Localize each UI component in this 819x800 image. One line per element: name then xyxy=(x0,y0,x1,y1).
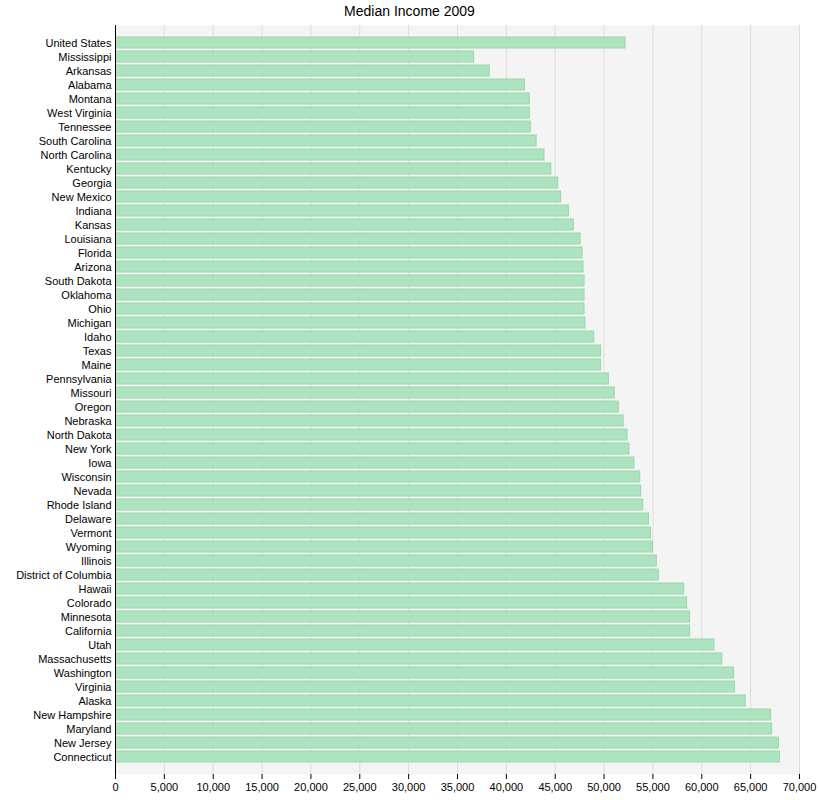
svg-text:45,000: 45,000 xyxy=(538,781,572,793)
svg-text:New Jersey: New Jersey xyxy=(54,737,112,749)
svg-text:Arkansas: Arkansas xyxy=(66,65,112,77)
svg-text:Texas: Texas xyxy=(83,345,112,357)
svg-text:Iowa: Iowa xyxy=(88,457,112,469)
svg-text:Montana: Montana xyxy=(69,93,113,105)
svg-text:West Virginia: West Virginia xyxy=(47,107,112,119)
svg-text:Pennsylvania: Pennsylvania xyxy=(46,373,112,385)
svg-text:Maryland: Maryland xyxy=(66,723,111,735)
svg-text:District of Columbia: District of Columbia xyxy=(16,569,112,581)
svg-text:North Carolina: North Carolina xyxy=(41,149,113,161)
svg-text:Kentucky: Kentucky xyxy=(66,163,112,175)
svg-text:Delaware: Delaware xyxy=(65,513,111,525)
svg-text:Maine: Maine xyxy=(82,359,112,371)
svg-text:40,000: 40,000 xyxy=(490,781,524,793)
svg-text:Missouri: Missouri xyxy=(71,387,112,399)
svg-text:Alaska: Alaska xyxy=(78,695,112,707)
svg-text:60,000: 60,000 xyxy=(685,781,719,793)
svg-text:Minnesota: Minnesota xyxy=(61,611,113,623)
svg-text:Connecticut: Connecticut xyxy=(53,751,111,763)
svg-text:Alabama: Alabama xyxy=(68,79,112,91)
svg-text:Louisiana: Louisiana xyxy=(64,233,112,245)
svg-text:Oregon: Oregon xyxy=(75,401,112,413)
svg-text:Utah: Utah xyxy=(88,639,111,651)
svg-text:55,000: 55,000 xyxy=(636,781,670,793)
svg-text:Rhode Island: Rhode Island xyxy=(47,499,112,511)
svg-text:North Dakota: North Dakota xyxy=(47,429,113,441)
svg-text:15,000: 15,000 xyxy=(245,781,279,793)
svg-text:Tennessee: Tennessee xyxy=(58,121,111,133)
svg-text:65,000: 65,000 xyxy=(734,781,768,793)
svg-text:Nevada: Nevada xyxy=(74,485,113,497)
svg-text:25,000: 25,000 xyxy=(343,781,377,793)
svg-text:Idaho: Idaho xyxy=(84,331,112,343)
svg-text:20,000: 20,000 xyxy=(294,781,328,793)
svg-text:South Dakota: South Dakota xyxy=(45,275,113,287)
svg-text:30,000: 30,000 xyxy=(392,781,426,793)
svg-text:Washington: Washington xyxy=(54,667,112,679)
svg-text:Colorado: Colorado xyxy=(67,597,112,609)
svg-text:0: 0 xyxy=(112,781,118,793)
html-text:Median Income 2009: Median Income 2009 xyxy=(344,3,475,19)
svg-text:50,000: 50,000 xyxy=(587,781,621,793)
svg-text:New Mexico: New Mexico xyxy=(52,191,112,203)
svg-text:Virginia: Virginia xyxy=(75,681,112,693)
svg-text:Wyoming: Wyoming xyxy=(66,541,112,553)
svg-text:70,000: 70,000 xyxy=(783,781,817,793)
svg-text:United States: United States xyxy=(45,37,112,49)
svg-text:Georgia: Georgia xyxy=(72,177,112,189)
svg-text:Indiana: Indiana xyxy=(75,205,112,217)
svg-text:New Hampshire: New Hampshire xyxy=(33,709,111,721)
svg-text:Nebraska: Nebraska xyxy=(64,415,112,427)
svg-text:South Carolina: South Carolina xyxy=(39,135,113,147)
svg-text:Wisconsin: Wisconsin xyxy=(61,471,111,483)
svg-text:5,000: 5,000 xyxy=(151,781,179,793)
svg-text:Ohio: Ohio xyxy=(88,303,111,315)
svg-text:Mississippi: Mississippi xyxy=(58,51,111,63)
svg-text:New York: New York xyxy=(65,443,112,455)
svg-text:35,000: 35,000 xyxy=(441,781,475,793)
svg-text:10,000: 10,000 xyxy=(196,781,230,793)
svg-text:Massachusetts: Massachusetts xyxy=(38,653,112,665)
svg-text:Oklahoma: Oklahoma xyxy=(61,289,112,301)
svg-text:Arizona: Arizona xyxy=(74,261,112,273)
svg-text:Illinois: Illinois xyxy=(81,555,112,567)
svg-text:Michigan: Michigan xyxy=(67,317,111,329)
svg-text:Kansas: Kansas xyxy=(75,219,112,231)
svg-text:California: California xyxy=(65,625,112,637)
svg-text:Florida: Florida xyxy=(78,247,113,259)
svg-text:Hawaii: Hawaii xyxy=(78,583,111,595)
svg-text:Vermont: Vermont xyxy=(71,527,112,539)
